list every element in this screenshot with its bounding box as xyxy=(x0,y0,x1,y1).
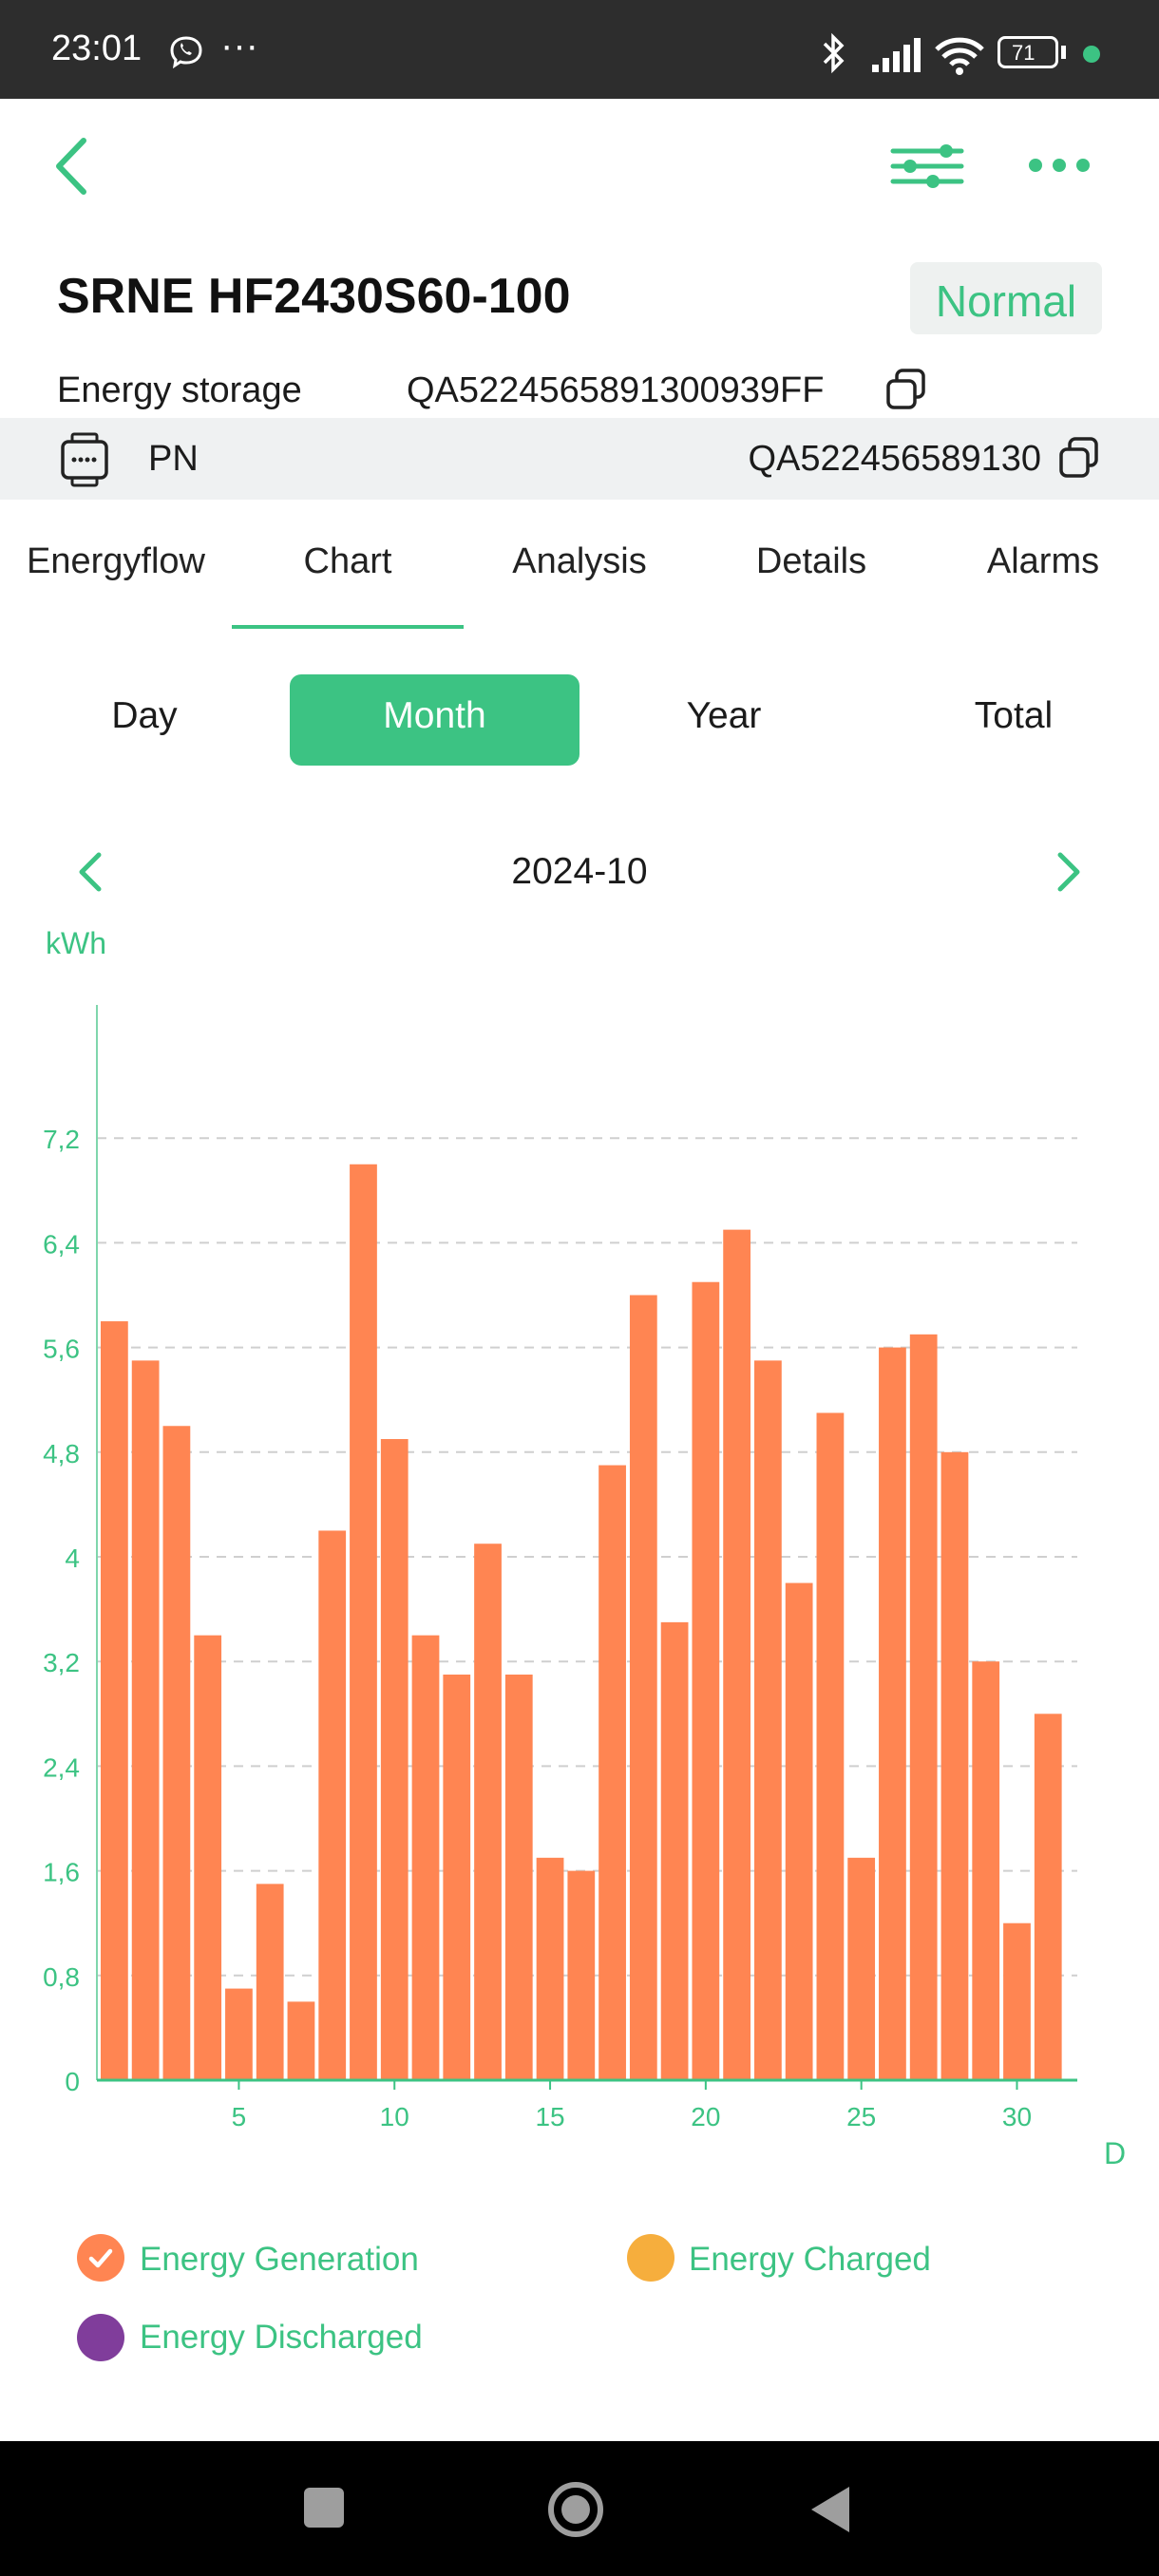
legend-energy-charged[interactable]: Energy Charged xyxy=(689,2241,931,2278)
y-tick-label: 6,4 xyxy=(43,1229,80,1259)
active-tab-indicator xyxy=(232,625,464,629)
battery-tip xyxy=(1061,46,1066,59)
y-tick-label: 4,8 xyxy=(43,1439,80,1468)
tab-chart[interactable]: Chart xyxy=(303,541,392,581)
period-year-button[interactable]: Year xyxy=(686,695,762,736)
bar-day-30[interactable] xyxy=(1003,1923,1031,2080)
tab-analysis[interactable]: Analysis xyxy=(512,541,647,581)
x-tick-label: 25 xyxy=(846,2102,876,2131)
current-month: 2024-10 xyxy=(511,851,648,892)
bluetooth-icon xyxy=(823,32,845,74)
bar-day-21[interactable] xyxy=(723,1229,750,2080)
battery-icon: 71 xyxy=(998,36,1058,68)
y-tick-label: 7,2 xyxy=(43,1125,80,1154)
back-chevron-icon[interactable] xyxy=(48,133,95,199)
legend-energy-generation[interactable]: Energy Generation xyxy=(140,2241,419,2278)
bar-day-26[interactable] xyxy=(879,1347,906,2080)
copy-pn-icon[interactable] xyxy=(1056,435,1102,481)
copy-serial-icon[interactable] xyxy=(884,367,929,412)
bar-day-29[interactable] xyxy=(972,1661,1000,2080)
x-tick-label: 5 xyxy=(232,2102,247,2131)
home-icon[interactable] xyxy=(545,2479,606,2540)
bar-day-3[interactable] xyxy=(162,1426,191,2080)
bar-day-28[interactable] xyxy=(940,1451,969,2080)
bar-day-19[interactable] xyxy=(660,1621,689,2080)
filter-sliders-icon[interactable] xyxy=(889,142,965,190)
bar-day-14[interactable] xyxy=(504,1674,533,2080)
bar-day-8[interactable] xyxy=(318,1530,347,2080)
previous-month-icon[interactable] xyxy=(74,849,106,895)
status-badge-label: Normal xyxy=(935,276,1077,326)
system-nav-bar xyxy=(0,2441,1159,2576)
y-tick-label: 0,8 xyxy=(43,1962,80,1992)
x-tick-label: 10 xyxy=(380,2102,409,2131)
y-axis-unit: kWh xyxy=(46,926,106,960)
more-notifications-icon: ··· xyxy=(220,25,258,66)
y-tick-label: 3,2 xyxy=(43,1648,80,1677)
device-type: Energy storage xyxy=(57,370,302,410)
tab-energyflow[interactable]: Energyflow xyxy=(27,541,205,581)
bar-day-16[interactable] xyxy=(567,1870,596,2080)
bar-day-24[interactable] xyxy=(816,1412,845,2080)
more-options-icon[interactable] xyxy=(1026,154,1092,177)
pn-label: PN xyxy=(148,439,199,479)
bar-day-9[interactable] xyxy=(350,1164,377,2080)
bar-day-18[interactable] xyxy=(629,1295,657,2081)
bar-day-31[interactable] xyxy=(1034,1714,1062,2080)
bar-day-20[interactable] xyxy=(692,1281,720,2080)
pn-row: PN QA522456589130 xyxy=(0,418,1159,500)
bar-day-5[interactable] xyxy=(225,1988,253,2080)
bar-day-22[interactable] xyxy=(754,1360,782,2080)
bar-day-11[interactable] xyxy=(411,1635,440,2080)
legend-energy-discharged[interactable]: Energy Discharged xyxy=(140,2319,423,2356)
back-nav-icon[interactable] xyxy=(808,2483,853,2536)
period-day-button[interactable]: Day xyxy=(111,695,178,736)
status-badge: Normal xyxy=(910,262,1102,334)
next-month-icon[interactable] xyxy=(1053,849,1085,895)
y-tick-label: 4 xyxy=(65,1544,80,1573)
x-axis-unit: D xyxy=(1104,2136,1126,2170)
y-tick-label: 1,6 xyxy=(43,1858,80,1887)
viber-icon xyxy=(170,36,202,69)
wifi-icon xyxy=(935,37,984,75)
bar-day-2[interactable] xyxy=(131,1360,160,2080)
x-tick-label: 30 xyxy=(1002,2102,1032,2131)
signal-icon xyxy=(872,38,921,72)
device-serial: QA5224565891300939FF xyxy=(407,370,825,410)
bar-day-6[interactable] xyxy=(256,1884,284,2080)
legend-generation-check-icon[interactable] xyxy=(77,2234,124,2282)
y-tick-label: 0 xyxy=(65,2067,80,2096)
energy-bar-chart: kWh D 0 0,8 1,6 2,4 3,2 4 4,8 5,6 6,4 7,2 5 10 15 20… xyxy=(43,926,1126,2170)
device-module-icon xyxy=(61,432,108,487)
legend-discharged-dot-icon[interactable] xyxy=(77,2314,124,2361)
bar-day-12[interactable] xyxy=(443,1674,471,2080)
period-month-button[interactable]: Month xyxy=(290,674,580,766)
status-time: 23:01 xyxy=(51,28,142,68)
privacy-indicator-dot xyxy=(1083,46,1100,63)
bar-day-1[interactable] xyxy=(101,1321,128,2080)
pn-value: QA522456589130 xyxy=(748,439,1041,479)
legend-charged-dot-icon[interactable] xyxy=(627,2234,674,2282)
device-name: SRNE HF2430S60-100 xyxy=(57,269,571,324)
x-tick-label: 15 xyxy=(535,2102,564,2131)
bar-day-23[interactable] xyxy=(785,1582,813,2080)
bar-day-15[interactable] xyxy=(536,1857,564,2080)
x-tick-label: 20 xyxy=(691,2102,720,2131)
bar-day-4[interactable] xyxy=(194,1635,222,2080)
period-total-button[interactable]: Total xyxy=(974,695,1054,736)
bar-day-10[interactable] xyxy=(380,1439,408,2080)
y-tick-label: 5,6 xyxy=(43,1335,80,1364)
battery-level: 71 xyxy=(1012,41,1036,65)
tab-alarms[interactable]: Alarms xyxy=(986,541,1100,581)
tab-details[interactable]: Details xyxy=(755,541,867,581)
recent-apps-icon[interactable] xyxy=(304,2488,344,2528)
bar-day-13[interactable] xyxy=(474,1544,502,2080)
bar-day-17[interactable] xyxy=(598,1465,626,2080)
y-tick-label: 2,4 xyxy=(43,1752,80,1782)
bar-day-25[interactable] xyxy=(847,1857,876,2080)
status-bar: 23:01 ··· 71 xyxy=(0,0,1159,99)
bar-day-27[interactable] xyxy=(909,1334,938,2080)
bar-day-7[interactable] xyxy=(287,2001,315,2080)
period-month-label: Month xyxy=(383,695,486,736)
